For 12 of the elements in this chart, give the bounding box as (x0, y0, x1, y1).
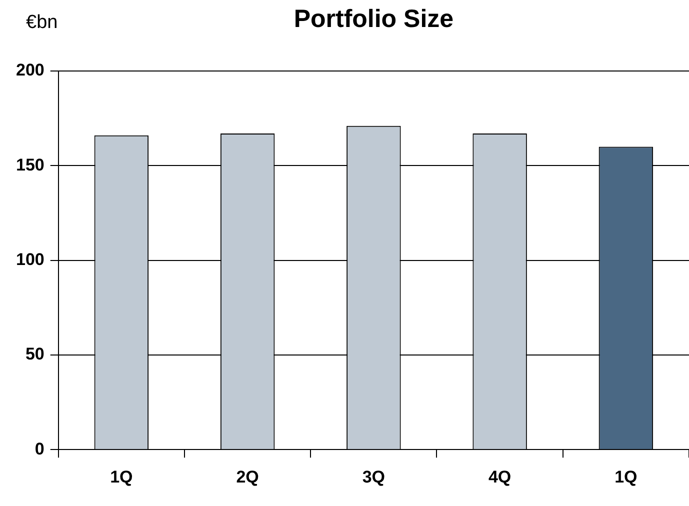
y-tick-label: 200 (16, 60, 44, 80)
x-tick-label: 1Q (110, 467, 133, 486)
x-tick-label: 1Q (614, 467, 638, 486)
y-tick-label: 150 (16, 155, 44, 174)
y-tick-label: 0 (34, 439, 44, 458)
x-tick-label: 3Q (362, 467, 386, 486)
x-tick-label: 2Q (236, 467, 259, 486)
x-tick-label: 4Q (488, 467, 512, 486)
y-axis-title: €bn (26, 12, 58, 34)
y-tick-label: 100 (16, 250, 44, 269)
chart-title: Portfolio Size (294, 4, 454, 33)
y-tick-label: 50 (25, 344, 44, 364)
